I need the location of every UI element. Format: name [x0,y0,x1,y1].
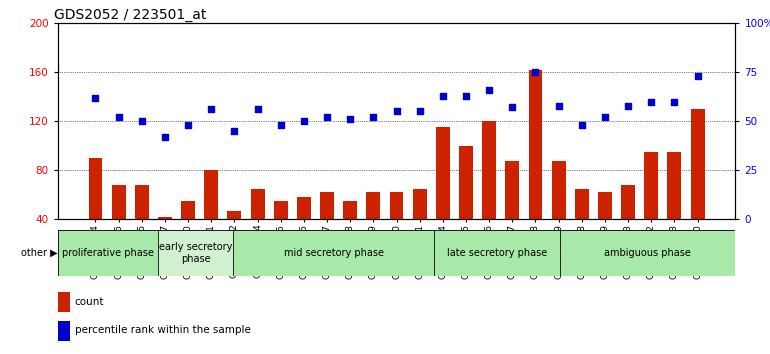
Bar [135,185,149,219]
Bar [227,211,241,219]
Bar [343,201,357,219]
FancyBboxPatch shape [434,230,560,276]
Bar [413,189,427,219]
Text: percentile rank within the sample: percentile rank within the sample [75,325,250,335]
Bar [505,161,519,219]
Bar [644,152,658,219]
Point [691,73,704,79]
Point [576,122,588,128]
Point [182,122,194,128]
Bar [621,185,635,219]
Point [252,107,264,112]
Bar [367,193,380,219]
Point [159,134,171,140]
Bar [390,193,403,219]
FancyBboxPatch shape [233,230,434,276]
Point [275,122,287,128]
Bar [204,170,218,219]
Text: late secretory phase: late secretory phase [447,248,547,258]
Point [668,99,681,104]
Point [483,87,495,93]
Text: GDS2052 / 223501_at: GDS2052 / 223501_at [55,8,206,22]
Text: proliferative phase: proliferative phase [62,248,154,258]
FancyBboxPatch shape [560,230,735,276]
Point [344,116,357,122]
Bar [58,321,70,341]
Text: early secretory
phase: early secretory phase [159,242,233,264]
Point [321,114,333,120]
Bar [668,152,681,219]
Point [460,93,472,98]
Bar [320,193,334,219]
Bar [112,185,126,219]
Bar [459,146,473,219]
Point [228,128,240,134]
Bar [598,193,612,219]
FancyBboxPatch shape [58,230,158,276]
Bar [58,292,70,312]
Bar [482,121,496,219]
Point [205,107,217,112]
Point [390,109,403,114]
FancyBboxPatch shape [158,230,233,276]
Point [367,114,380,120]
Point [437,93,449,98]
Point [112,114,125,120]
Bar [251,189,265,219]
Point [298,118,310,124]
Point [89,95,102,101]
Point [506,105,518,110]
Bar [181,201,195,219]
Bar [575,189,589,219]
Point [622,103,634,108]
Bar [691,109,705,219]
Bar [274,201,288,219]
Point [529,69,541,75]
Bar [528,70,542,219]
Point [599,114,611,120]
Text: mid secretory phase: mid secretory phase [284,248,383,258]
Text: other ▶: other ▶ [21,248,58,258]
Text: count: count [75,297,104,307]
Bar [297,198,311,219]
Bar [552,161,566,219]
Bar [436,127,450,219]
Point [413,109,426,114]
Point [553,103,565,108]
Text: ambiguous phase: ambiguous phase [604,248,691,258]
Bar [158,217,172,219]
Point [136,118,148,124]
Bar [89,158,102,219]
Point [645,99,658,104]
